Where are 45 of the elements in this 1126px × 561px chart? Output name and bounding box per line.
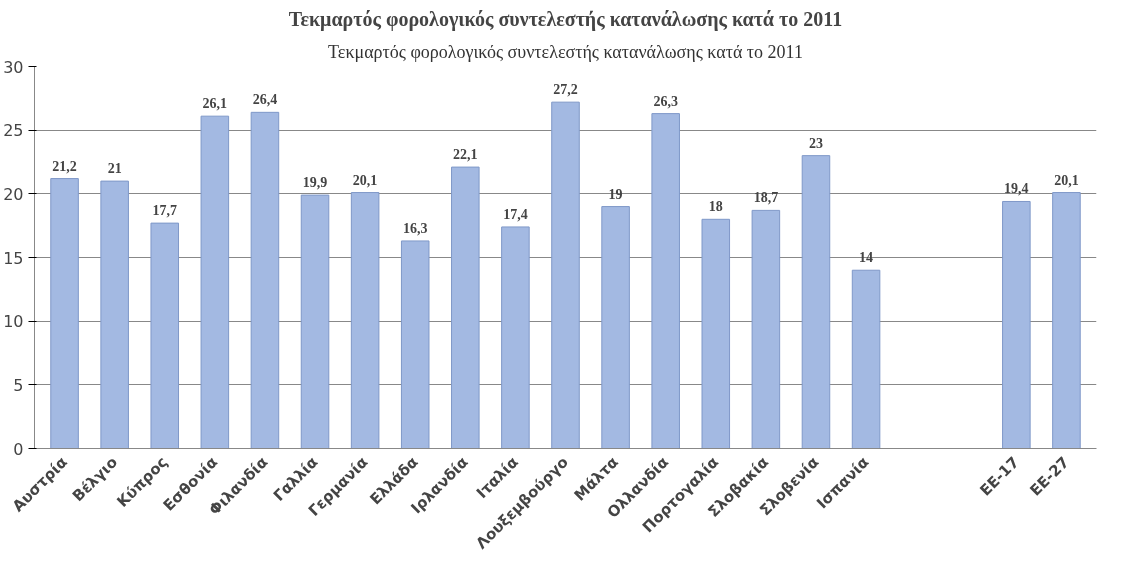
y-tick-label: 10 bbox=[3, 312, 24, 332]
data-label: 20,1 bbox=[352, 172, 378, 188]
data-label: 26,3 bbox=[653, 93, 678, 109]
bar bbox=[250, 111, 280, 449]
y-tick-label: 20 bbox=[3, 184, 24, 204]
data-label: 21,2 bbox=[52, 158, 77, 174]
bar bbox=[1002, 200, 1031, 449]
bar bbox=[400, 240, 430, 449]
y-tick-label: 25 bbox=[3, 121, 24, 141]
bar bbox=[601, 206, 630, 449]
data-label: 19,9 bbox=[302, 175, 328, 191]
bar bbox=[350, 192, 380, 449]
data-label: 16,3 bbox=[402, 220, 428, 236]
data-label: 17,4 bbox=[503, 206, 528, 222]
y-tick-label: 15 bbox=[3, 248, 24, 268]
bar bbox=[451, 166, 480, 449]
chart-title: Τεκμαρτός φορολογικός συντελεστής κατανάλωσης κατά το 2011 bbox=[288, 7, 843, 31]
data-label: 23 bbox=[808, 135, 823, 151]
bar bbox=[200, 115, 230, 449]
bar bbox=[50, 178, 79, 449]
data-label: 18,7 bbox=[753, 190, 779, 206]
bar bbox=[501, 226, 530, 449]
bar bbox=[851, 269, 881, 449]
bar bbox=[551, 101, 580, 449]
data-label: 26,1 bbox=[202, 96, 228, 112]
y-tick-label: 5 bbox=[13, 375, 24, 395]
data-label: 18 bbox=[708, 199, 723, 215]
bar bbox=[300, 194, 330, 449]
text: Τεκμαρτός φορολογικός συντελεστής κατανάλωσης κατά το 2011 bbox=[328, 41, 803, 62]
bar bbox=[701, 218, 731, 449]
bar bbox=[801, 155, 831, 449]
y-tick-label: 0 bbox=[13, 439, 24, 459]
data-label: 27,2 bbox=[553, 82, 578, 98]
data-label: 26,4 bbox=[252, 92, 278, 108]
data-label: 19,4 bbox=[1004, 181, 1029, 197]
bar bbox=[751, 209, 781, 449]
bar bbox=[100, 180, 129, 449]
bar bbox=[651, 113, 680, 449]
data-label: 17,7 bbox=[152, 203, 177, 219]
bar bbox=[1052, 192, 1081, 449]
y-tick-label: 30 bbox=[3, 57, 24, 77]
data-label: 22,1 bbox=[453, 147, 478, 163]
bar bbox=[150, 222, 180, 449]
data-label: 21 bbox=[107, 161, 122, 177]
data-label: 20,1 bbox=[1054, 172, 1079, 188]
